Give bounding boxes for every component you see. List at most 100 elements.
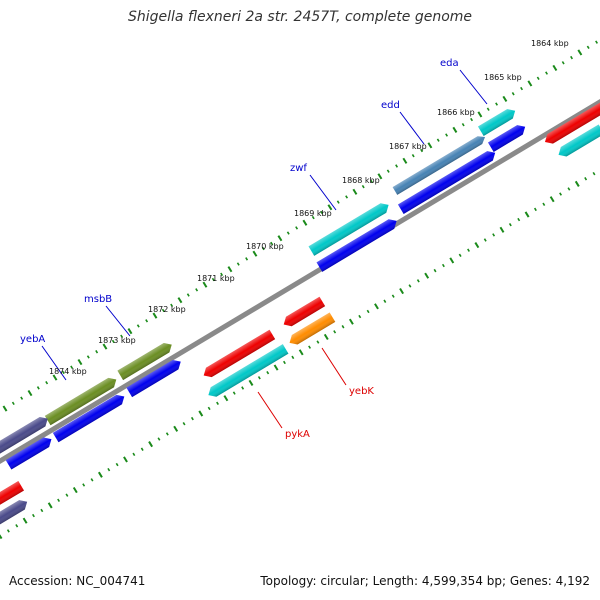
gene-arrow (0, 481, 24, 508)
genome-backbone (0, 99, 600, 464)
ruler-tick (266, 370, 270, 375)
ruler-tick (15, 524, 19, 528)
ruler-tick (445, 133, 449, 137)
ruler-tick (345, 195, 349, 199)
ruler-tick (11, 401, 15, 406)
ruler-tick (20, 396, 24, 400)
ruler-tick (533, 207, 537, 212)
ruler-tick (170, 303, 174, 308)
ruler-tick (452, 126, 458, 133)
ruler-tick (483, 238, 487, 242)
ruler-tick (399, 287, 404, 295)
gene-leader-line (399, 111, 425, 145)
ruler-tick (65, 493, 69, 497)
ruler-tick (502, 95, 508, 102)
ruler-tick (223, 395, 229, 402)
ruler-tick (383, 299, 387, 303)
ruler-tick (227, 266, 233, 273)
gene-arrow (52, 394, 125, 443)
gene-arrow (203, 329, 276, 378)
ruler-tick (136, 324, 140, 328)
ruler-tick (470, 117, 474, 122)
gene-shade (289, 312, 336, 345)
ruler-tick (561, 61, 565, 65)
ruler-tick (61, 370, 65, 375)
ruler-tick (40, 508, 44, 513)
gene-label: yebA (20, 334, 45, 345)
ruler-tick (458, 253, 462, 258)
ruler-tick (308, 345, 312, 349)
ruler-tick (90, 478, 94, 482)
gene-arrow (126, 359, 181, 398)
ruler-tick (536, 76, 540, 80)
gene-shade (316, 219, 397, 272)
ruler-tick (366, 309, 370, 314)
gene-label: zwf (290, 163, 307, 174)
gene-arrow (308, 203, 389, 256)
ruler-tick (511, 92, 515, 96)
ruler-tick-label: 1864 kbp (531, 39, 569, 48)
ruler-tick (416, 279, 420, 283)
ruler-tick (241, 386, 245, 390)
ruler-tick (436, 138, 440, 142)
ruler-tick (72, 486, 78, 494)
ruler-tick (273, 364, 279, 371)
gene-arrow (397, 151, 496, 214)
gene-shade (5, 437, 52, 470)
ruler-tick (27, 389, 33, 397)
ruler-tick (467, 248, 470, 252)
ruler-tick (173, 425, 179, 432)
ruler-tick (95, 350, 99, 354)
gene-shade (478, 109, 516, 136)
gene-arrow (289, 312, 336, 345)
ruler-tick (245, 257, 249, 261)
ruler-tick (97, 471, 103, 478)
ruler-tick-label: 1866 kbp (437, 108, 475, 117)
ruler-tick (148, 441, 154, 448)
ruler-tick (311, 215, 315, 220)
ruler-tick (327, 204, 333, 211)
ruler-tick-label: 1874 kbp (49, 367, 87, 376)
ruler-tick-label: 1865 kbp (484, 73, 522, 82)
ruler-tick (270, 241, 274, 246)
ruler-tick (577, 49, 583, 56)
ruler-tick (32, 513, 35, 518)
ruler-tick (499, 226, 505, 233)
ruler-tick (111, 339, 115, 344)
ruler-tick (370, 179, 374, 184)
ruler-tick (86, 355, 90, 359)
gene-labels: eda edd zwf msbB yebA yebK pykA (20, 58, 488, 440)
ruler-tick (508, 222, 512, 227)
gene-label: yebK (349, 386, 374, 397)
ruler-tick (567, 187, 571, 191)
ruler-tick (386, 169, 390, 173)
gene-shade (558, 124, 600, 157)
gene-leader-line (309, 174, 337, 211)
gene-shade (126, 359, 181, 398)
ruler-tick (45, 381, 49, 385)
ruler-tick-labels: 1864 kbp 1865 kbp 1866 kbp 1867 kbp 1868 kbp… (49, 39, 569, 376)
ruler-tick (127, 328, 133, 335)
ruler-tick (282, 360, 286, 365)
ruler-tick (2, 405, 8, 412)
ruler-tick-label: 1872 kbp (148, 305, 186, 314)
ruler-tick (411, 153, 415, 158)
ruler-tick (492, 233, 496, 237)
ruler-tick (477, 111, 483, 118)
ruler-tick (198, 410, 204, 417)
ruler-tick (352, 188, 358, 195)
gene-features (0, 101, 600, 527)
ruler-tick (291, 355, 295, 360)
ruler-tick-label: 1868 kbp (342, 176, 380, 185)
ruler-tick (552, 64, 558, 72)
ruler-tick (524, 211, 530, 218)
ruler-tick (216, 401, 219, 406)
accession-text: Accession: NC_004741 (9, 574, 146, 588)
ruler-tick (211, 277, 215, 282)
ruler-tick (165, 432, 169, 436)
ruler-tick (102, 343, 108, 350)
ruler-tick (22, 517, 28, 524)
ruler-tick (0, 534, 3, 540)
ruler-tick (542, 202, 546, 206)
ruler-tick (427, 142, 433, 149)
